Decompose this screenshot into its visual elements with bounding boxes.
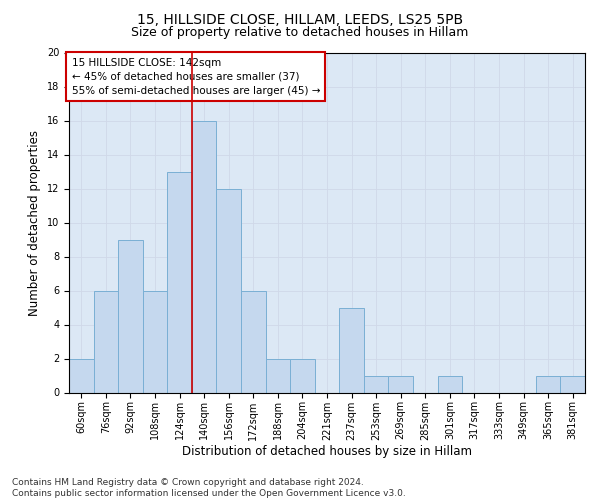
Bar	[217, 188, 241, 392]
Y-axis label: Number of detached properties: Number of detached properties	[28, 130, 41, 316]
Bar	[560, 376, 585, 392]
Text: Size of property relative to detached houses in Hillam: Size of property relative to detached ho…	[131, 26, 469, 39]
Bar	[290, 358, 315, 392]
X-axis label: Distribution of detached houses by size in Hillam: Distribution of detached houses by size …	[182, 445, 472, 458]
Text: 15, HILLSIDE CLOSE, HILLAM, LEEDS, LS25 5PB: 15, HILLSIDE CLOSE, HILLAM, LEEDS, LS25 …	[137, 12, 463, 26]
Bar	[364, 376, 388, 392]
Bar	[241, 290, 266, 392]
Bar	[536, 376, 560, 392]
Bar	[94, 290, 118, 392]
Bar	[143, 290, 167, 392]
Bar	[118, 240, 143, 392]
Bar	[167, 172, 192, 392]
Text: Contains HM Land Registry data © Crown copyright and database right 2024.
Contai: Contains HM Land Registry data © Crown c…	[12, 478, 406, 498]
Bar	[339, 308, 364, 392]
Bar	[266, 358, 290, 392]
Bar	[192, 120, 217, 392]
Bar	[388, 376, 413, 392]
Bar	[437, 376, 462, 392]
Bar	[69, 358, 94, 392]
Text: 15 HILLSIDE CLOSE: 142sqm
← 45% of detached houses are smaller (37)
55% of semi-: 15 HILLSIDE CLOSE: 142sqm ← 45% of detac…	[71, 58, 320, 96]
